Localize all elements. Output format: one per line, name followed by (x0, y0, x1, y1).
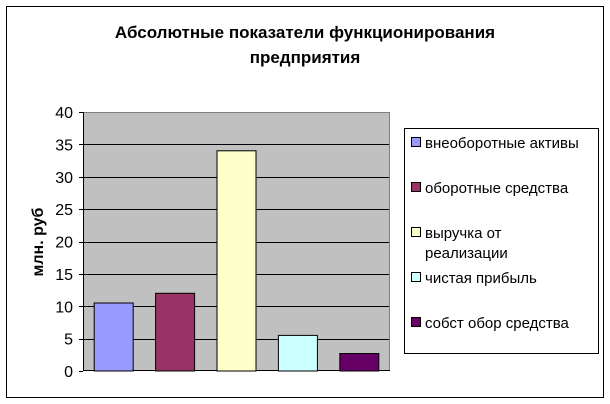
y-tick-label: 0 (64, 364, 73, 381)
chart-title: Абсолютные показатели функционирования пр… (115, 23, 495, 67)
y-tick-label: 35 (55, 137, 73, 154)
y-tick-label: 15 (55, 267, 73, 284)
y-tick-label: 30 (55, 170, 73, 187)
y-tick-label: 10 (55, 299, 73, 316)
y-tick-label: 20 (55, 235, 73, 252)
bar-2 (155, 292, 196, 372)
y-axis-label: млн. руб (30, 207, 47, 276)
legend-box (404, 128, 599, 354)
legend-swatch-4 (411, 272, 421, 282)
bar-3 (216, 150, 257, 372)
bar-1 (93, 302, 134, 372)
legend-label-5: собст обор средства (425, 315, 570, 332)
bar-5 (339, 353, 380, 372)
legend-label-2: оборотные средства (425, 180, 569, 197)
bar-4 (277, 334, 318, 372)
y-tick-label: 5 (64, 332, 73, 349)
y-tick-label: 25 (55, 202, 73, 219)
legend-swatch-5 (411, 317, 421, 327)
legend-swatch-2 (411, 182, 421, 192)
legend-swatch-1 (411, 137, 421, 147)
legend-swatch-3 (411, 227, 421, 237)
y-tick-label: 40 (55, 105, 73, 122)
legend-label-1: внеоборотные активы (425, 135, 579, 152)
legend-label-3: выручка от реализации (425, 225, 508, 262)
legend-label-4: чистая прибыль (425, 270, 537, 287)
